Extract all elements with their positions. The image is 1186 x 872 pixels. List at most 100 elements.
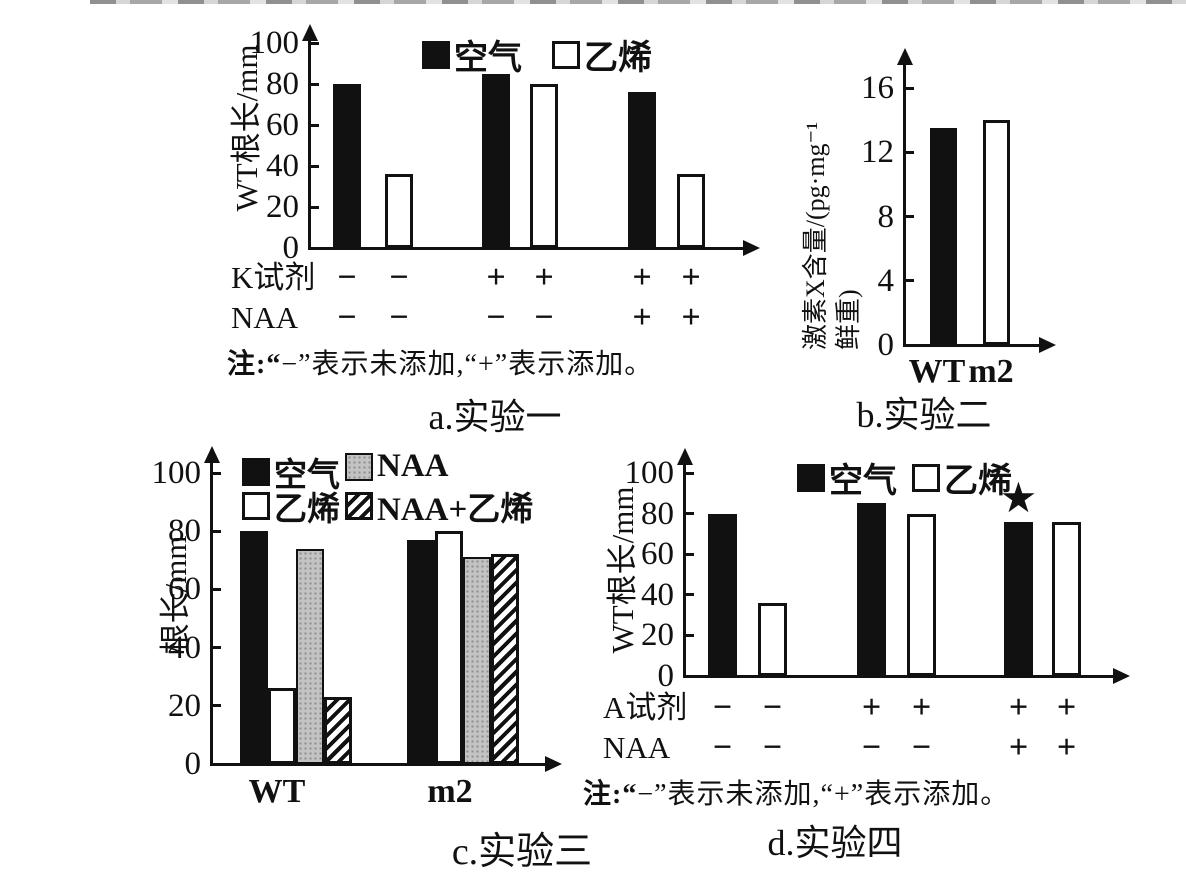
y-tick [210, 646, 221, 650]
y-tick-label: 0 [657, 658, 675, 694]
legend-label: 空气 [274, 458, 340, 494]
bar-wt-naa-ethylene [324, 697, 352, 764]
y-tick [308, 123, 319, 127]
plot-area: 0 20 40 60 80 100 [152, 446, 562, 782]
bars-area: ★ [683, 473, 1115, 676]
y-tick [210, 704, 221, 708]
x-axis [210, 756, 562, 772]
y-tick [308, 41, 319, 45]
bar-air [708, 514, 737, 676]
sign-minus: − [762, 729, 783, 766]
x-axis-arrow-icon [1113, 668, 1130, 684]
y-tick [308, 246, 319, 250]
y-tick [683, 552, 694, 556]
sign-plus: + [1056, 689, 1077, 726]
legend-swatch-air-icon [797, 463, 825, 492]
bar-air [628, 92, 656, 248]
bar-air [930, 128, 957, 345]
bar-ethylene [677, 174, 705, 248]
sign-plus: + [1008, 689, 1029, 726]
legend-label: NAA [377, 448, 449, 484]
x-category-label: WT [908, 353, 966, 390]
bar-air [482, 74, 510, 248]
bar-m2-air [407, 540, 435, 764]
sign-plus: + [1008, 729, 1029, 766]
sign-plus: + [632, 259, 652, 296]
chart-experiment-4: WT根长/mm ★ 空气 乙烯 0 20 40 60 80 100 A试剂 − − + + + + N… [583, 442, 1165, 863]
note: 注:“−”表示未添加,“+”表示添加。 [583, 779, 1010, 810]
sign-plus: + [681, 259, 701, 296]
legend-item-ethylene: 乙烯 [912, 453, 1012, 502]
legend-swatch-naa-icon [345, 452, 373, 481]
x-axis [308, 240, 760, 256]
y-tick-label: 60 [266, 107, 299, 143]
plot-area: 0 4 8 12 16 [861, 48, 1056, 363]
y-tick-label: 80 [168, 513, 201, 550]
legend-label: 乙烯 [584, 40, 652, 77]
bar-ethylene [385, 174, 413, 248]
sign-plus: + [1056, 729, 1077, 766]
bars-area [903, 88, 1041, 345]
legend-item-air: 空气 [797, 453, 897, 502]
y-tick-label: 60 [641, 536, 674, 573]
y-tick [683, 471, 694, 475]
bars-area [210, 473, 547, 764]
y-tick-label: 4 [877, 262, 895, 299]
condition-row-label: A试剂 [603, 690, 688, 725]
sign-plus: + [681, 299, 701, 336]
y-tick [210, 471, 221, 475]
x-category-label: m2 [427, 773, 473, 810]
y-tick [308, 164, 319, 168]
y-tick-label: 100 [249, 25, 300, 61]
bar-wt-ethylene [268, 688, 296, 764]
sign-minus: − [762, 689, 783, 726]
bar-ethylene [907, 514, 936, 676]
chart-experiment-3: 根长/mm 0 20 40 60 80 100 空气 NAA 乙烯 NAA+乙烯 WT m2… [115, 440, 605, 872]
bar-ethylene [758, 603, 787, 676]
y-tick-label: 100 [151, 455, 202, 491]
y-tick-label: 0 [184, 746, 202, 782]
y-axis [302, 24, 318, 250]
legend-label: 空气 [454, 40, 522, 77]
legend-swatch-air-icon [422, 40, 450, 69]
sign-minus: − [911, 729, 932, 766]
condition-row-a-reagent: A试剂 − − + + + + [585, 688, 1165, 728]
sign-minus: − [534, 299, 554, 336]
y-tick-label: 12 [861, 134, 894, 171]
y-tick-label: 80 [641, 495, 674, 532]
y-tick [903, 215, 914, 218]
legend-swatch-air-icon [242, 458, 270, 486]
sign-plus: + [632, 299, 652, 336]
y-axis-arrow-icon [897, 48, 913, 65]
y-axis [677, 448, 693, 678]
y-axis [204, 446, 220, 766]
legend-item-ethylene: 乙烯 [242, 482, 340, 530]
legend-item-ethylene: 乙烯 [552, 30, 652, 79]
sign-plus: + [861, 689, 882, 726]
legend-label: 乙烯 [944, 463, 1012, 500]
sign-minus: − [712, 729, 733, 766]
y-tick [903, 343, 914, 347]
sign-plus: + [486, 259, 506, 296]
bar-ethylene [983, 120, 1010, 345]
legend-item-naa-ethylene: NAA+乙烯 [345, 482, 533, 530]
y-tick-label: 20 [168, 687, 201, 724]
y-tick-label: 0 [877, 327, 895, 363]
x-axis-arrow-icon [743, 240, 760, 256]
y-tick-label: 40 [641, 576, 674, 613]
bar-air [333, 84, 361, 248]
legend: 空气 乙烯 [422, 30, 652, 79]
x-category-row: WT m2 [115, 772, 605, 812]
sign-minus: − [389, 299, 409, 336]
bar-ethylene [1052, 522, 1081, 676]
y-tick-label: 80 [266, 66, 299, 102]
bars-area [308, 43, 745, 248]
chart-caption: a.实验一 [428, 397, 562, 437]
y-tick-label: 8 [877, 198, 895, 235]
plot-area: ★ 空气 乙烯 0 20 40 60 80 100 [625, 448, 1130, 694]
bar-m2-naa-ethylene [491, 554, 519, 764]
sign-minus: − [486, 299, 506, 336]
condition-row-naa: NAA − − − − + + [225, 298, 775, 338]
legend-label: 空气 [829, 463, 897, 500]
